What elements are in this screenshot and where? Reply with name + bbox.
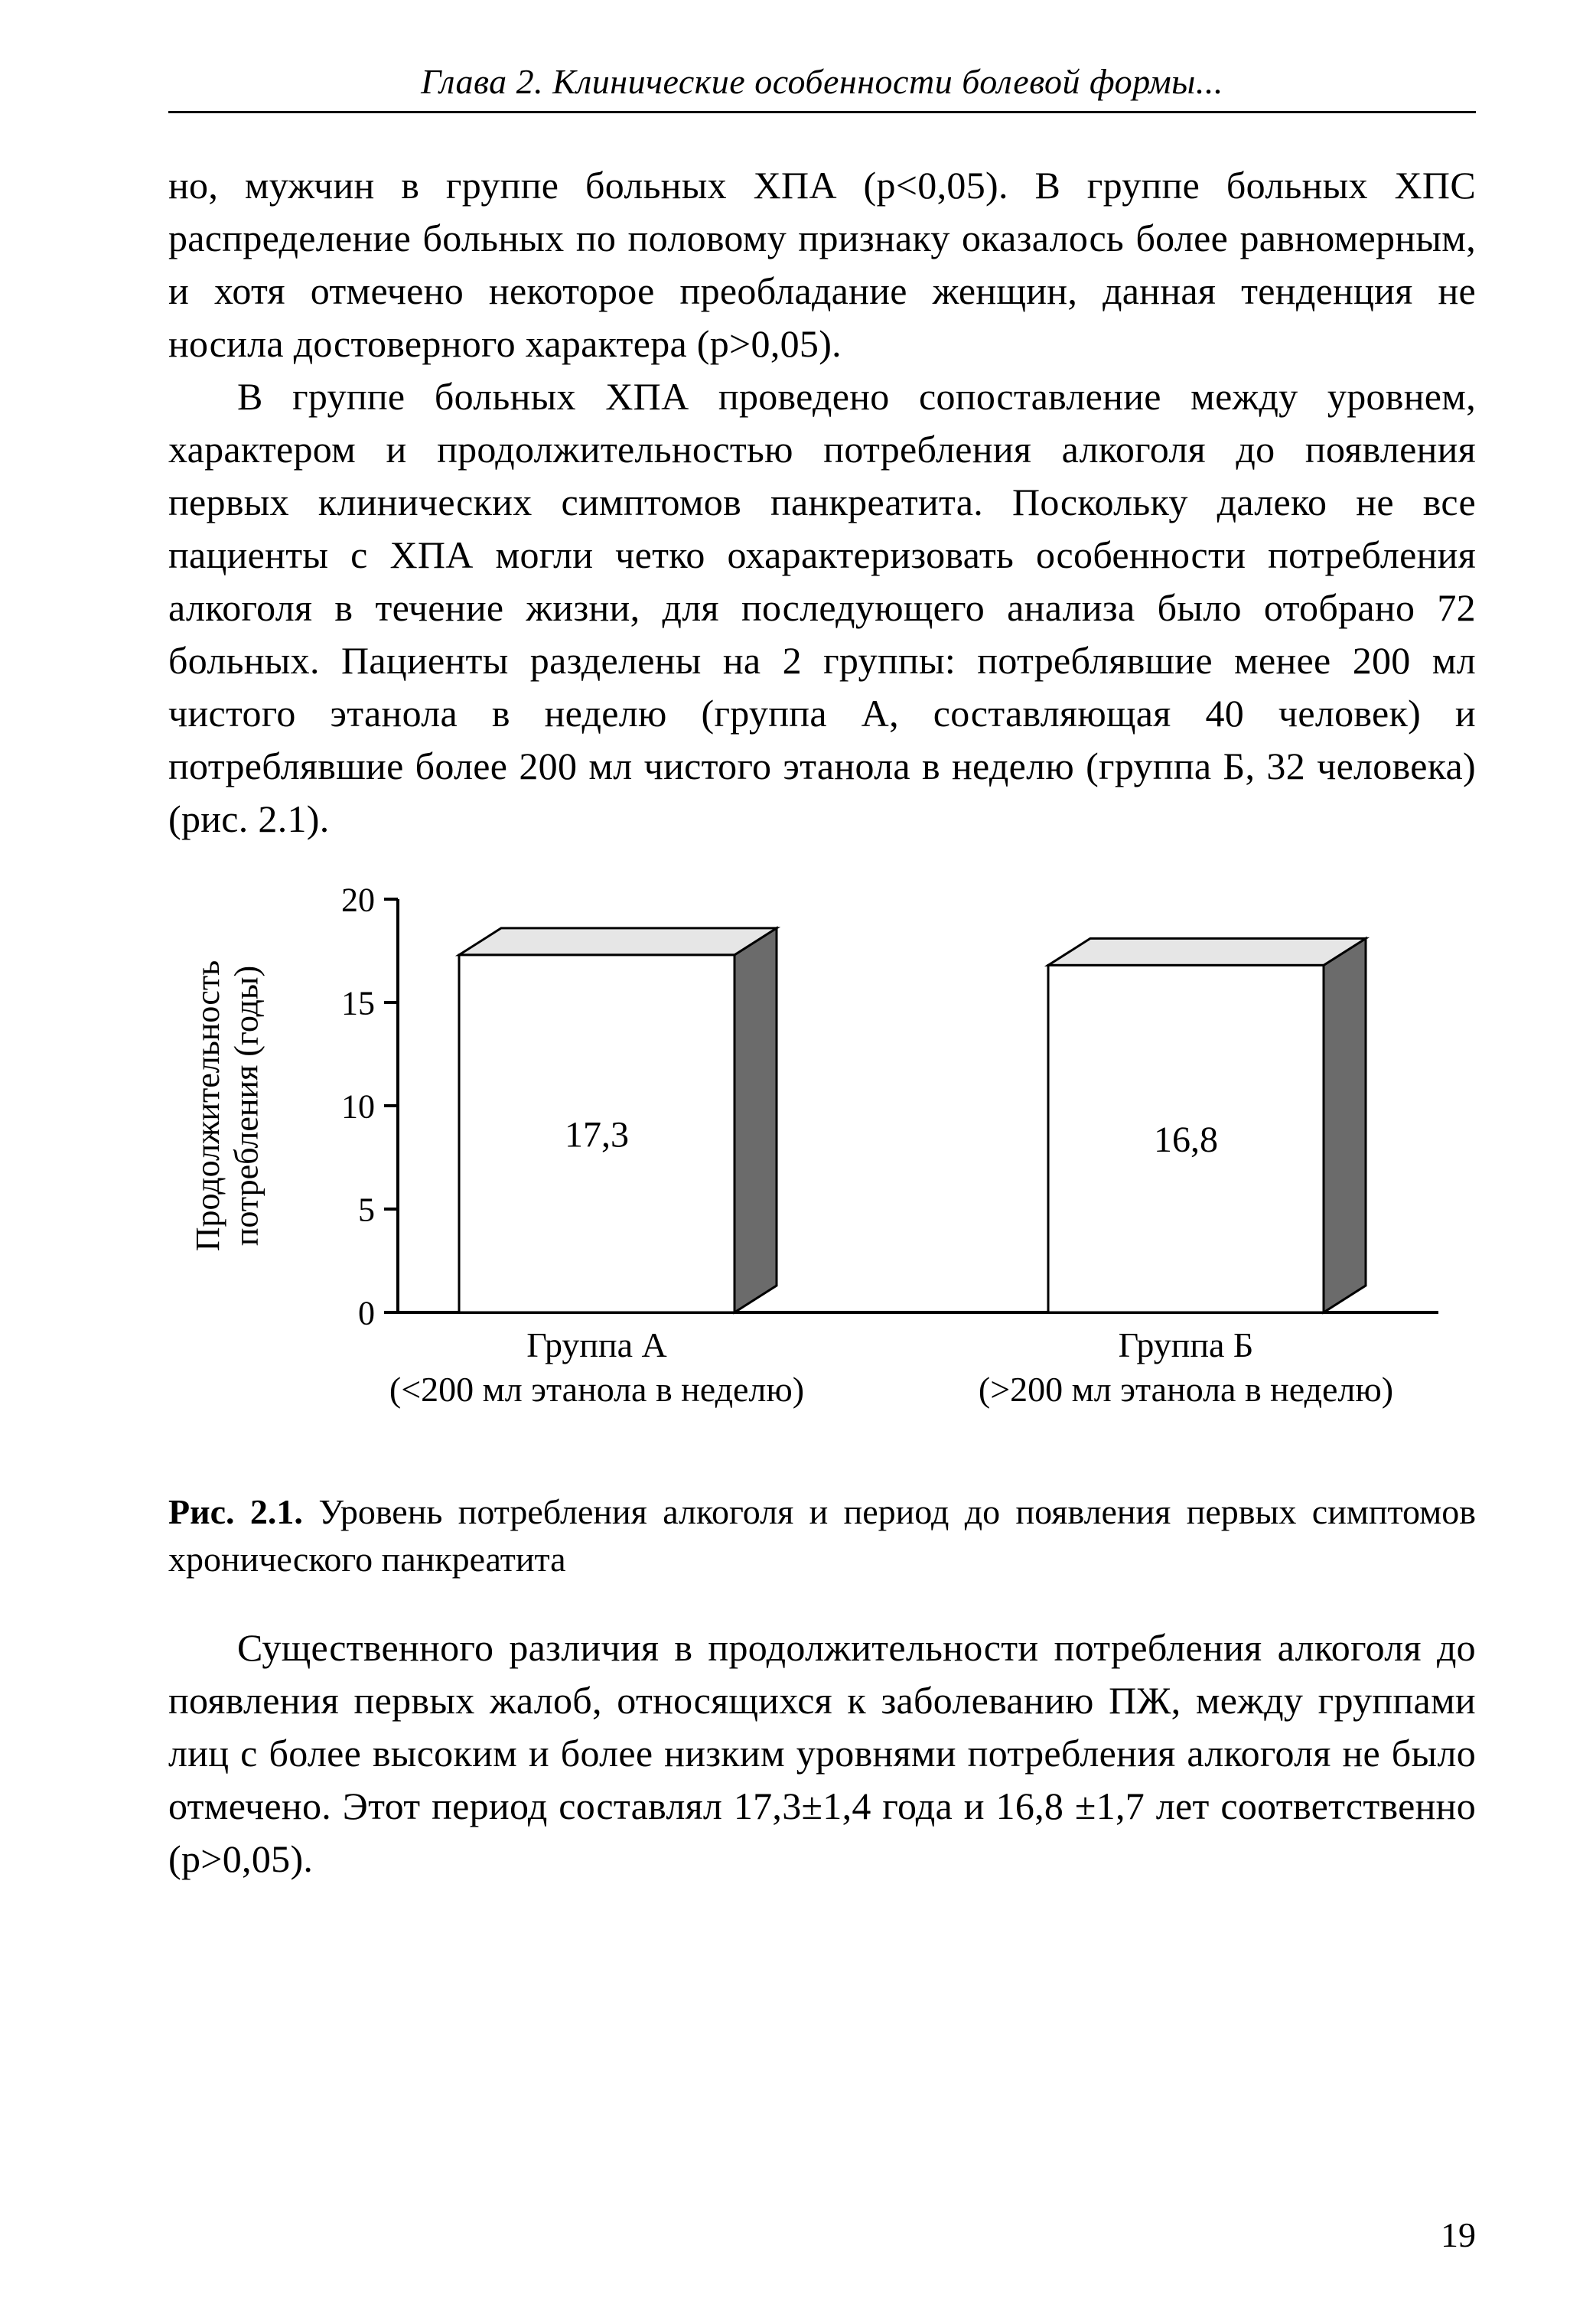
svg-text:10: 10 [341,1087,375,1125]
paragraph-3: Существенного различия в продолжительнос… [168,1622,1476,1886]
svg-text:Группа А: Группа А [526,1325,666,1364]
svg-text:(<200 мл этанола в неделю): (<200 мл этанола в неделю) [389,1370,804,1409]
svg-text:Группа Б: Группа Б [1119,1325,1254,1364]
body-text-block-1: но, мужчин в группе больных ХПА (p<0,05)… [168,159,1476,846]
svg-text:(>200 мл этанола в неделю): (>200 мл этанола в неделю) [979,1370,1393,1409]
svg-text:Продолжительностьпотребления (: Продолжительностьпотребления (годы) [189,960,265,1251]
paragraph-2: В группе больных ХПА проведено сопоставл… [168,370,1476,846]
figure-caption: Рис. 2.1. Уровень потребления алкоголя и… [168,1488,1476,1583]
svg-text:5: 5 [358,1191,375,1228]
svg-text:17,3: 17,3 [565,1114,629,1155]
page: Глава 2. Клинические особенности болевой… [0,0,1583,2324]
figure-caption-label: Рис. 2.1. [168,1492,303,1531]
body-text-block-2: Существенного различия в продолжительнос… [168,1622,1476,1886]
svg-text:16,8: 16,8 [1154,1120,1218,1160]
svg-text:15: 15 [341,984,375,1022]
running-head: Глава 2. Клинические особенности болевой… [168,61,1476,113]
page-number: 19 [1441,2215,1476,2255]
bar-chart: 0 5 10 15 20 Продолжительностьпотребления (го… [168,876,1469,1458]
paragraph-1: но, мужчин в группе больных ХПА (p<0,05)… [168,159,1476,370]
figure-2-1: 0 5 10 15 20 Продолжительностьпотребления (го… [168,876,1476,1583]
svg-text:0: 0 [358,1294,375,1331]
figure-caption-text: Уровень потребления алкоголя и период до… [168,1492,1476,1579]
svg-text:20: 20 [341,881,375,918]
